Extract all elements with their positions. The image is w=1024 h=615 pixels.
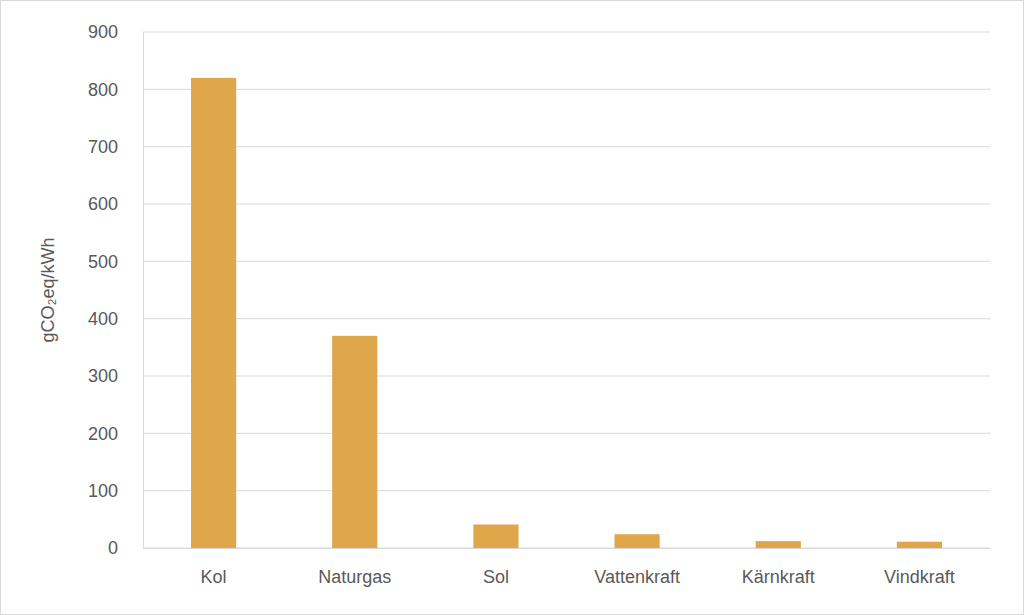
grid-line (143, 32, 990, 33)
y-tick-label: 500 (88, 252, 118, 272)
x-tick: Sol (483, 548, 509, 587)
x-tick-label: Vattenkraft (594, 567, 680, 587)
grid-line (143, 376, 990, 377)
x-tick-label: Kol (201, 567, 227, 587)
y-axis: 0 100 200 300 400 500 600 700 800 900 (88, 22, 144, 558)
y-tick-label: 600 (88, 194, 118, 214)
y-tick: 100 (88, 481, 143, 501)
bar (473, 524, 518, 548)
grid-line (143, 261, 990, 262)
x-tick-label: Kärnkraft (742, 567, 815, 587)
x-tick: Kol (201, 548, 227, 587)
y-tick-label: 300 (88, 366, 118, 386)
bar (332, 336, 377, 548)
grid-line (143, 548, 990, 549)
x-tick: Naturgas (318, 548, 391, 587)
y-tick-label: 100 (88, 481, 118, 501)
grid-line (143, 433, 990, 434)
y-tick-label: 0 (108, 538, 118, 558)
grid (143, 32, 990, 548)
y-tick: 600 (88, 194, 143, 214)
plot: 0 100 200 300 400 500 600 700 800 900 Kol Naturgas S… (88, 22, 991, 587)
x-tick: Vattenkraft (594, 548, 680, 587)
y-tick: 0 (108, 538, 143, 558)
y-tick: 800 (88, 80, 143, 100)
y-tick: 200 (88, 424, 143, 444)
x-tick: Vindkraft (884, 548, 955, 587)
x-axis: Kol Naturgas Sol Vattenkraft Kärnkraft Vindkr… (144, 548, 991, 587)
x-tick-label: Vindkraft (884, 567, 955, 587)
y-tick-label: 800 (88, 80, 118, 100)
y-tick-label: 900 (88, 22, 118, 42)
y-tick: 400 (88, 309, 143, 329)
y-tick: 700 (88, 137, 143, 157)
y-axis-line (143, 33, 144, 549)
y-axis-title: gCO₂eq/kWh (38, 237, 58, 342)
y-tick-label: 700 (88, 137, 118, 157)
grid-line (143, 89, 990, 90)
chart: 0 100 200 300 400 500 600 700 800 900 Kol Naturgas S… (0, 0, 1024, 615)
chart-frame (1, 1, 1024, 615)
bar (756, 541, 801, 548)
x-axis-line (144, 548, 991, 549)
bar (191, 78, 236, 548)
grid-line (143, 318, 990, 319)
y-tick-label: 200 (88, 424, 118, 444)
y-tick: 900 (88, 22, 143, 42)
x-tick-label: Naturgas (318, 567, 391, 587)
bar (614, 534, 659, 548)
grid-line (143, 146, 990, 147)
grid-line (143, 204, 990, 205)
y-tick: 300 (88, 366, 143, 386)
y-tick: 500 (88, 252, 143, 272)
bar (897, 542, 942, 548)
grid-line (143, 490, 990, 491)
x-tick-label: Sol (483, 567, 509, 587)
y-tick-label: 400 (88, 309, 118, 329)
x-tick: Kärnkraft (742, 548, 815, 587)
bars (191, 78, 942, 548)
